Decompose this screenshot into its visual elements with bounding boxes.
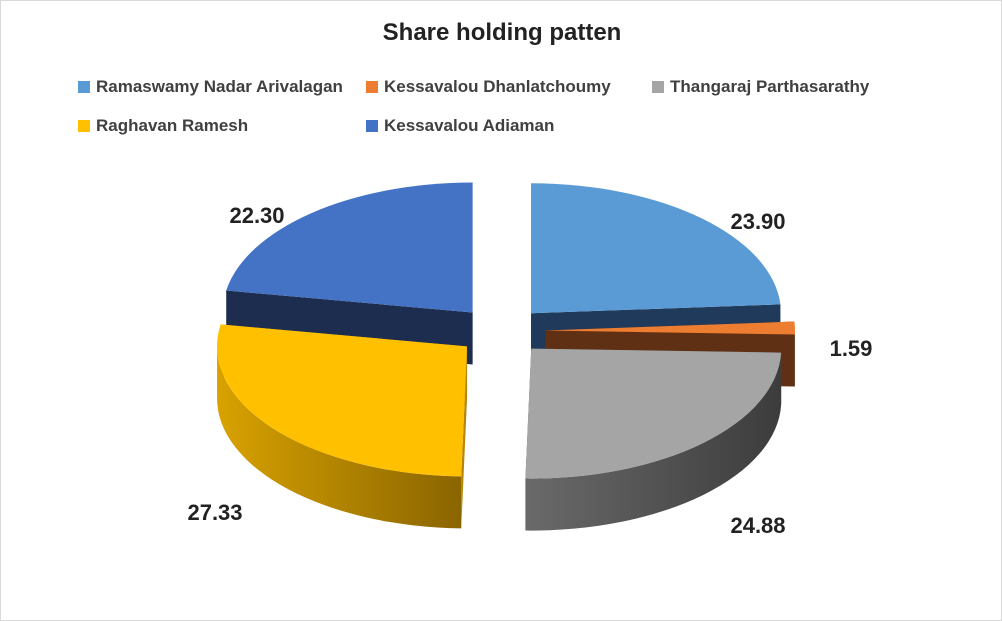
legend-label: Thangaraj Parthasarathy	[670, 77, 870, 96]
legend-label: Raghavan Ramesh	[96, 116, 249, 135]
legend-swatch	[78, 81, 90, 93]
pie-slice-top	[217, 324, 468, 477]
pie-slice-top	[525, 348, 782, 479]
data-label: 1.59	[830, 336, 873, 361]
pie-slice-3	[217, 324, 468, 529]
chart-title: Share holding patten	[382, 19, 622, 46]
data-label: 22.30	[229, 203, 284, 228]
legend-item-ramesh: Raghavan Ramesh	[78, 116, 248, 136]
legend-label: Kessavalou Adiaman	[384, 116, 555, 135]
legend-label: Kessavalou Dhanlatchoumy	[384, 77, 611, 96]
pie-slice-top	[531, 183, 781, 314]
legend-item-arivalagan: Ramaswamy Nadar Arivalagan	[78, 77, 343, 97]
legend-swatch	[366, 81, 378, 93]
legend-item-parthasarathy: Thangaraj Parthasarathy	[652, 77, 869, 97]
data-label: 27.33	[187, 500, 242, 525]
data-label: 24.88	[730, 513, 785, 538]
legend-swatch	[78, 120, 90, 132]
legend-swatch	[652, 81, 664, 93]
legend-label: Ramaswamy Nadar Arivalagan	[96, 77, 343, 96]
legend-item-dhanlatchoumy: Kessavalou Dhanlatchoumy	[366, 77, 611, 97]
pie-slice-rim	[217, 346, 462, 529]
pie-slice-top	[544, 321, 795, 335]
pie-slice-rim	[525, 352, 782, 531]
legend-swatch	[366, 120, 378, 132]
pie-slice-top	[226, 182, 473, 313]
data-label: 23.90	[730, 209, 785, 234]
legend-item-adiaman: Kessavalou Adiaman	[366, 116, 554, 136]
pie-slice-2	[525, 348, 782, 531]
